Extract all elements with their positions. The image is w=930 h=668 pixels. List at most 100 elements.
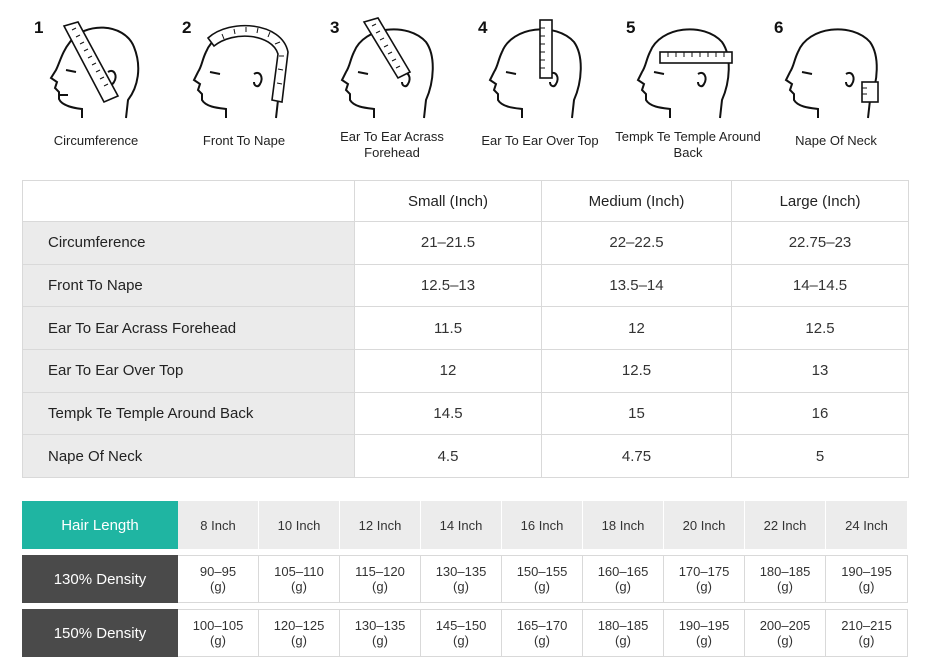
weight-unit: (g): [291, 579, 307, 594]
weight-value: 190–195: [841, 564, 892, 579]
weight-unit: (g): [372, 579, 388, 594]
measurement-caption: Ear To Ear Over Top: [481, 133, 599, 148]
weight-value: 115–120: [355, 564, 405, 579]
measurement-item-3: 3 Ear To Ear Acrass Forehead: [318, 12, 466, 172]
hair-density-table: Hair Length 8 Inch 10 Inch 12 Inch 14 In…: [22, 501, 908, 657]
weight-value: 160–165: [597, 564, 649, 579]
measurement-item-4: 4 Ear To Ear Over Top: [466, 12, 614, 172]
column-header: [22, 180, 355, 222]
measurement-item-2: 2 Front To Nape: [170, 12, 318, 172]
weight-value: 180–185: [759, 564, 811, 579]
cell-value: 15: [541, 391, 732, 436]
measurement-caption: Front To Nape: [202, 133, 286, 148]
weight-value: 105–110: [274, 564, 324, 579]
weight-unit: (g): [777, 633, 793, 648]
weight-cell: 115–120 (g): [340, 555, 421, 603]
weight-value: 90–95: [199, 564, 237, 579]
density-row-150: 150% Density 100–105 (g) 120–125 (g) 130–1…: [22, 609, 908, 657]
weight-unit: (g): [291, 633, 307, 648]
weight-value: 100–105: [192, 618, 244, 633]
density-row-130: 130% Density 90–95 (g) 105–110 (g) 115–120…: [22, 555, 908, 603]
cell-value: 12: [354, 349, 542, 393]
measurement-guide: 1 Circumference 2: [22, 12, 908, 172]
cell-value: 12.5–13: [354, 263, 542, 308]
table-row: Nape Of Neck 4.5 4.75 5: [22, 434, 909, 479]
cell-value: 12.5: [731, 306, 909, 351]
hair-length-row: Hair Length 8 Inch 10 Inch 12 Inch 14 In…: [22, 501, 908, 549]
table-row: Ear To Ear Over Top 12 12.5 13: [22, 349, 909, 393]
length-cell: 16 Inch: [502, 501, 583, 549]
size-chart-table: Small (Inch) Medium (Inch) Large (Inch) …: [22, 180, 909, 479]
weight-unit: (g): [453, 633, 469, 648]
length-cell: 24 Inch: [826, 501, 908, 549]
column-header-large: Large (Inch): [731, 180, 909, 222]
weight-unit: (g): [615, 579, 631, 594]
head-temple-around-back-icon: [636, 28, 733, 119]
step-number: 6: [774, 18, 784, 37]
cell-value: 13.5–14: [541, 263, 732, 308]
weight-value: 170–175: [678, 564, 730, 579]
weight-cell: 190–195 (g): [664, 609, 745, 657]
measurement-caption: Nape Of Neck: [795, 133, 877, 148]
cell-value: 13: [731, 349, 909, 393]
weight-cell: 180–185 (g): [745, 555, 826, 603]
density-label: 130% Density: [22, 555, 178, 603]
cell-value: 12: [541, 306, 732, 351]
cell-value: 14–14.5: [731, 263, 909, 308]
step-number: 4: [478, 18, 488, 37]
weight-cell: 165–170 (g): [502, 609, 583, 657]
table-row: Circumference 21–21.5 22–22.5 22.75–23: [22, 221, 909, 265]
cell-value: 21–21.5: [354, 221, 542, 265]
cell-value: 11.5: [354, 306, 542, 351]
measurement-item-6: 6 Nape Of Neck: [762, 12, 910, 172]
column-header-small: Small (Inch): [354, 180, 542, 222]
row-label: Front To Nape: [22, 263, 355, 308]
cell-value: 12.5: [541, 349, 732, 393]
table-row: Tempk Te Temple Around Back 14.5 15 16: [22, 391, 909, 436]
weight-unit: (g): [534, 579, 550, 594]
weight-cell: 200–205 (g): [745, 609, 826, 657]
cell-value: 14.5: [354, 391, 542, 436]
weight-value: 120–125: [273, 618, 325, 633]
density-label: 150% Density: [22, 609, 178, 657]
row-label: Tempk Te Temple Around Back: [22, 391, 355, 436]
weight-cell: 160–165 (g): [583, 555, 664, 603]
step-number: 5: [626, 18, 636, 37]
length-cell: 20 Inch: [664, 501, 745, 549]
length-cell: 14 Inch: [421, 501, 502, 549]
length-cell: 22 Inch: [745, 501, 826, 549]
measurement-caption: Tempk Te Temple Around Back: [615, 129, 761, 160]
row-label: Ear To Ear Acrass Forehead: [22, 306, 355, 351]
weight-unit: (g): [210, 633, 226, 648]
cell-value: 22–22.5: [541, 221, 732, 265]
weight-cell: 180–185 (g): [583, 609, 664, 657]
weight-value: 180–185: [597, 618, 649, 633]
measurement-item-5: 5 Tempk Te Temple Around Back: [614, 12, 762, 172]
weight-cell: 150–155 (g): [502, 555, 583, 603]
weight-cell: 105–110 (g): [259, 555, 340, 603]
head-ear-to-ear-top-icon: [488, 19, 582, 119]
weight-value: 165–170: [516, 618, 568, 633]
weight-value: 130–135: [435, 564, 487, 579]
hair-length-header: Hair Length: [22, 501, 178, 549]
weight-unit: (g): [777, 579, 793, 594]
row-label: Nape Of Neck: [22, 434, 355, 479]
row-label: Circumference: [22, 221, 355, 265]
weight-value: 130–135: [354, 618, 406, 633]
weight-unit: (g): [696, 633, 712, 648]
length-cell: 10 Inch: [259, 501, 340, 549]
step-number: 3: [330, 18, 340, 37]
measurement-caption: Ear To Ear Acrass Forehead: [340, 129, 444, 160]
head-front-to-nape-icon: [192, 24, 289, 119]
cell-value: 5: [731, 434, 909, 479]
head-nape-of-neck-icon: [784, 28, 879, 119]
weight-unit: (g): [615, 633, 631, 648]
weight-unit: (g): [534, 633, 550, 648]
weight-cell: 120–125 (g): [259, 609, 340, 657]
weight-unit: (g): [858, 579, 875, 594]
row-label: Ear To Ear Over Top: [22, 349, 355, 393]
step-number: 2: [182, 18, 192, 37]
size-header-row: Small (Inch) Medium (Inch) Large (Inch): [22, 180, 909, 222]
length-cell: 18 Inch: [583, 501, 664, 549]
weight-cell: 100–105 (g): [178, 609, 259, 657]
